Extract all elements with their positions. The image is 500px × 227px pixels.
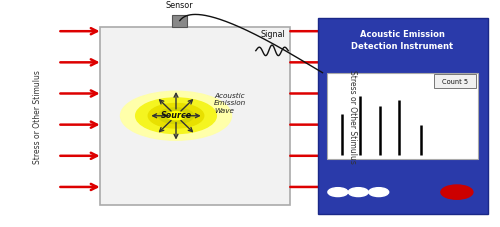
- Circle shape: [368, 188, 388, 197]
- Circle shape: [348, 188, 368, 197]
- Text: Source: Source: [160, 111, 192, 120]
- Ellipse shape: [167, 112, 185, 120]
- Circle shape: [328, 188, 348, 197]
- Text: Count 5: Count 5: [442, 79, 468, 84]
- Text: Signal: Signal: [261, 30, 285, 39]
- Bar: [172, 15, 188, 28]
- Bar: [327, 73, 478, 159]
- Ellipse shape: [148, 104, 204, 128]
- Circle shape: [441, 185, 473, 199]
- Text: Acoustic
Emission
Wave: Acoustic Emission Wave: [214, 92, 246, 114]
- Bar: [434, 74, 476, 89]
- Ellipse shape: [120, 92, 232, 141]
- Ellipse shape: [158, 109, 194, 124]
- Text: Stress or Other Stimulus: Stress or Other Stimulus: [348, 69, 357, 163]
- Bar: [100, 28, 290, 205]
- Bar: [318, 19, 488, 214]
- Ellipse shape: [136, 99, 216, 134]
- Text: Stress or Other Stimulus: Stress or Other Stimulus: [33, 69, 42, 163]
- Text: Acoustic Emission
Detection Instrument: Acoustic Emission Detection Instrument: [352, 30, 454, 51]
- Text: Sensor: Sensor: [166, 1, 194, 10]
